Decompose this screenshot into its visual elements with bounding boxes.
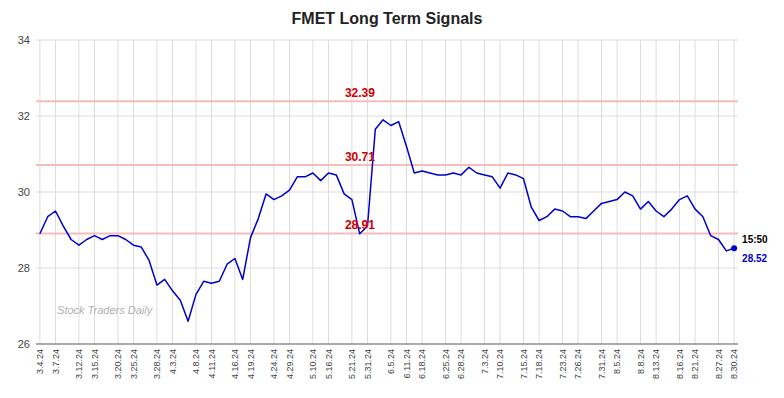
x-tick-label: 8.5.24 xyxy=(612,349,622,374)
grid-line xyxy=(500,40,501,344)
x-tick-label: 6.5.24 xyxy=(386,349,396,374)
grid-line xyxy=(36,344,738,345)
grid-line xyxy=(734,40,735,344)
x-tick-label: 7.10.24 xyxy=(495,349,505,379)
grid-line xyxy=(617,40,618,344)
plot-area xyxy=(36,101,738,321)
grid-line xyxy=(328,40,329,344)
y-tick-label: 30 xyxy=(18,186,30,198)
grid-line xyxy=(718,40,719,344)
chart: FMET Long Term Signals 26 28 30 32 34 3.4.24 3.… xyxy=(0,0,784,398)
grid-line xyxy=(250,40,251,344)
y-tick-label: 28 xyxy=(18,262,30,274)
x-tick-label: 4.11.24 xyxy=(207,349,217,378)
grid-line xyxy=(94,40,95,344)
grid-line xyxy=(406,40,407,344)
grid-line xyxy=(55,40,56,344)
grid-line xyxy=(461,40,462,344)
grid-line xyxy=(117,40,118,344)
grid-line xyxy=(39,40,40,344)
endpoint-value: 28.52 xyxy=(742,253,767,264)
endpoint-time: 15:50 xyxy=(742,234,768,245)
x-tick-label: 6.25.24 xyxy=(441,349,451,379)
x-tick-label: 4.29.24 xyxy=(285,349,295,379)
grid-line xyxy=(601,40,602,344)
reference-label: 32.39 xyxy=(345,86,375,100)
grid-line xyxy=(36,40,738,41)
x-tick-label: 7.3.24 xyxy=(480,349,490,374)
grid-line xyxy=(312,40,313,344)
x-tick-label: 7.26.24 xyxy=(573,349,583,379)
y-tick-label: 26 xyxy=(18,338,30,350)
x-tick-label: 8.30.24 xyxy=(729,349,739,379)
x-tick-label: 3.12.24 xyxy=(74,349,84,379)
grid-line xyxy=(640,40,641,344)
x-tick-label: 7.31.24 xyxy=(597,349,607,379)
x-tick-label: 8.13.24 xyxy=(651,349,661,379)
x-tick-label: 3.4.24 xyxy=(35,349,45,374)
y-tick-label: 34 xyxy=(18,34,30,46)
grid-line xyxy=(172,40,173,344)
grid-line xyxy=(289,40,290,344)
grid-line xyxy=(234,40,235,344)
grid-line xyxy=(36,116,738,117)
x-tick-label: 3.20.24 xyxy=(113,349,123,379)
grid-line xyxy=(695,40,696,344)
grid-line xyxy=(484,40,485,344)
grid-line xyxy=(36,268,738,269)
x-tick-label: 5.10.24 xyxy=(308,349,318,379)
reference-line xyxy=(36,232,738,234)
x-tick-label: 5.21.24 xyxy=(347,349,357,379)
endpoint-dot xyxy=(731,245,737,251)
grid-line xyxy=(445,40,446,344)
x-tick-label: 7.23.24 xyxy=(558,349,568,379)
x-tick-label: 7.18.24 xyxy=(534,349,544,379)
x-tick-label: 7.15.24 xyxy=(519,349,529,379)
x-tick-label: 4.3.24 xyxy=(168,349,178,374)
x-tick-label: 5.31.24 xyxy=(363,349,373,379)
watermark: Stock Traders Daily xyxy=(57,304,154,316)
grid-line xyxy=(133,40,134,344)
grid-line xyxy=(679,40,680,344)
x-axis xyxy=(36,344,738,345)
x-tick-label: 6.18.24 xyxy=(417,349,427,379)
x-tick-label: 6.28.24 xyxy=(456,349,466,379)
x-tick-label: 3.15.24 xyxy=(90,349,100,379)
grid-line xyxy=(656,40,657,344)
x-tick-label: 4.24.24 xyxy=(269,349,279,379)
x-tick-label: 4.19.24 xyxy=(246,349,256,379)
x-tick-label: 3.28.24 xyxy=(152,349,162,379)
x-tick-label: 8.16.24 xyxy=(675,349,685,379)
grid-line xyxy=(156,40,157,344)
reference-label: 28.91 xyxy=(345,218,375,232)
x-tick-label: 8.21.24 xyxy=(690,349,700,379)
x-tick-label: 4.16.24 xyxy=(230,349,240,379)
grid-line xyxy=(578,40,579,344)
grid-line xyxy=(562,40,563,344)
grid-line xyxy=(390,40,391,344)
title: FMET Long Term Signals xyxy=(292,10,483,27)
grid-line xyxy=(273,40,274,344)
grid-line xyxy=(523,40,524,344)
price-line xyxy=(40,120,734,321)
x-tick-label: 3.7.24 xyxy=(51,349,61,374)
grid xyxy=(36,40,738,344)
x-tick-label: 5.16.24 xyxy=(324,349,334,379)
grid-line xyxy=(539,40,540,344)
x-tick-label: 8.27.24 xyxy=(714,349,724,379)
reference-line xyxy=(36,164,738,166)
y-tick-label: 32 xyxy=(18,110,30,122)
x-tick-label: 8.8.24 xyxy=(636,349,646,374)
x-tick-label: 6.11.24 xyxy=(402,349,412,378)
grid-line xyxy=(211,40,212,344)
reference-line xyxy=(36,100,738,102)
grid-line xyxy=(36,192,738,193)
x-tick-label: 4.8.24 xyxy=(191,349,201,374)
x-tick-label: 3.25.24 xyxy=(129,349,139,379)
grid-line xyxy=(78,40,79,344)
grid-line xyxy=(422,40,423,344)
reference-label: 30.71 xyxy=(345,150,375,164)
